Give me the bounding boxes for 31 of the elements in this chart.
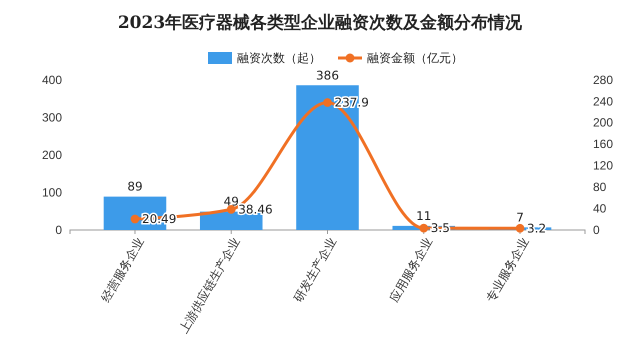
data-label: 386 — [316, 68, 339, 82]
y-tick-label: 200 — [42, 148, 62, 162]
y2-tick-label: 40 — [593, 201, 607, 216]
x-tick-label: 上游供应链生产企业 — [176, 235, 243, 336]
data-label: 20.49 — [142, 212, 176, 226]
y2-tick-label: 0 — [593, 222, 600, 237]
y-tick-label: 300 — [42, 110, 62, 124]
x-tick-label: 专业服务企业 — [483, 235, 532, 305]
data-label: 11 — [416, 208, 432, 223]
x-tick-label: 应用服务企业 — [387, 235, 436, 305]
point — [419, 224, 428, 232]
point — [130, 214, 140, 224]
y2-tick-label: 80 — [593, 180, 607, 194]
point — [323, 98, 332, 107]
y2-tick-label: 200 — [593, 116, 614, 130]
y-tick-label: 100 — [42, 185, 62, 200]
legend-label: 融资次数（起） — [237, 51, 321, 65]
data-label: 89 — [127, 180, 143, 194]
legend-label: 融资金额（亿元） — [367, 51, 463, 65]
y-tick-label: 0 — [55, 222, 62, 237]
y2-tick-label: 160 — [593, 137, 614, 152]
y2-tick-label: 120 — [593, 158, 614, 173]
y2-tick-label: 240 — [593, 94, 614, 108]
y-tick-label: 400 — [42, 72, 62, 87]
y2-tick-label: 280 — [593, 72, 614, 87]
chart-title: 2023年医疗器械各类型企业融资次数及金额分布情况 — [118, 13, 524, 33]
x-tick-label: 经营服务企业 — [98, 235, 146, 305]
x-tick-label: 研发生产企业 — [290, 235, 339, 305]
data-label: 7 — [516, 210, 524, 224]
point — [516, 224, 524, 233]
data-label: 49 — [224, 194, 239, 209]
